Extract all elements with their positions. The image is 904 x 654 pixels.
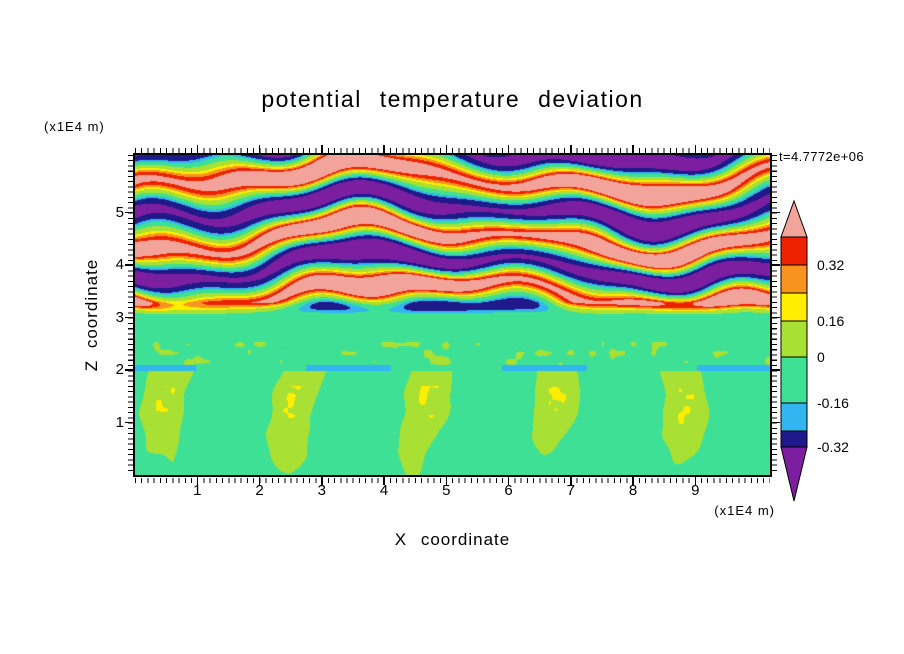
colorbar-band — [780, 430, 808, 448]
x-tick-label: 2 — [255, 482, 264, 499]
y-major-tick — [772, 316, 780, 319]
x-major-tick — [632, 145, 634, 153]
heatmap — [135, 155, 770, 475]
x-major-tick — [694, 145, 697, 153]
y-major-tick — [125, 369, 133, 371]
y-major-tick — [125, 264, 133, 266]
x-major-tick — [570, 477, 572, 485]
y-tick-label: 5 — [115, 203, 124, 221]
y-major-tick — [125, 211, 133, 214]
colorbar-bottom-cap — [780, 446, 808, 502]
colorbar-label: -0.16 — [817, 395, 849, 411]
x-major-tick — [445, 477, 448, 485]
colorbar-label: -0.32 — [817, 439, 849, 455]
y-major-tick — [125, 421, 133, 424]
x-tick-label: 7 — [566, 482, 575, 499]
y-major-tick — [772, 369, 780, 371]
colorbar-band — [780, 402, 808, 432]
x-major-tick — [570, 145, 572, 153]
x-tick-label: 1 — [193, 482, 202, 499]
plot-frame — [133, 153, 772, 477]
x-major-tick — [383, 477, 385, 485]
y-major-tick — [772, 211, 780, 214]
x-major-tick — [321, 145, 323, 153]
x-major-tick — [196, 477, 198, 485]
x-tick-label: 9 — [691, 482, 700, 499]
x-major-tick — [321, 477, 323, 485]
chart-title: potential temperature deviation — [261, 86, 644, 112]
y-tick-label: 1 — [115, 413, 124, 431]
y-tick-label: 3 — [115, 308, 124, 326]
x-minor-ticks-top — [135, 148, 770, 153]
x-axis-unit: (x1E4 m) — [714, 503, 775, 518]
y-minor-ticks-right — [772, 155, 777, 475]
colorbar-band — [780, 264, 808, 294]
x-tick-label: 4 — [379, 482, 389, 499]
x-tick-label: 8 — [628, 482, 638, 499]
y-minor-ticks-left — [128, 155, 133, 475]
x-major-tick — [383, 145, 385, 153]
colorbar-label: 0.32 — [817, 257, 844, 273]
x-tick-label: 6 — [504, 482, 513, 499]
colorbar-band — [780, 292, 808, 322]
x-major-tick — [507, 145, 510, 153]
x-minor-ticks-bottom — [135, 478, 770, 483]
y-major-tick — [125, 316, 133, 319]
x-major-tick — [445, 145, 448, 153]
y-tick-label: 4 — [115, 256, 124, 274]
x-tick-label: 5 — [442, 482, 451, 499]
time-annotation: t=4.7772e+06 — [779, 149, 865, 164]
x-axis-label: X coordinate — [394, 530, 511, 549]
colorbar-label: 0 — [817, 349, 825, 365]
y-major-tick — [772, 421, 780, 424]
x-tick-label: 3 — [317, 482, 326, 499]
x-major-tick — [507, 477, 510, 485]
colorbar-band — [780, 236, 808, 266]
colorbar-band — [780, 356, 808, 404]
x-major-tick — [196, 145, 198, 153]
colorbar: 0.32 0.16 0 -0.16 -0.32 — [780, 199, 849, 502]
y-major-tick — [772, 264, 780, 266]
x-major-tick — [258, 145, 261, 153]
y-axis-unit: (x1E4 m) — [44, 119, 105, 134]
x-major-tick — [258, 477, 261, 485]
colorbar-label: 0.16 — [817, 313, 844, 329]
x-major-tick — [632, 477, 634, 485]
colorbar-top-cap — [780, 199, 808, 238]
colorbar-band — [780, 320, 808, 358]
y-tick-label: 2 — [115, 361, 124, 379]
x-major-tick — [694, 477, 697, 485]
